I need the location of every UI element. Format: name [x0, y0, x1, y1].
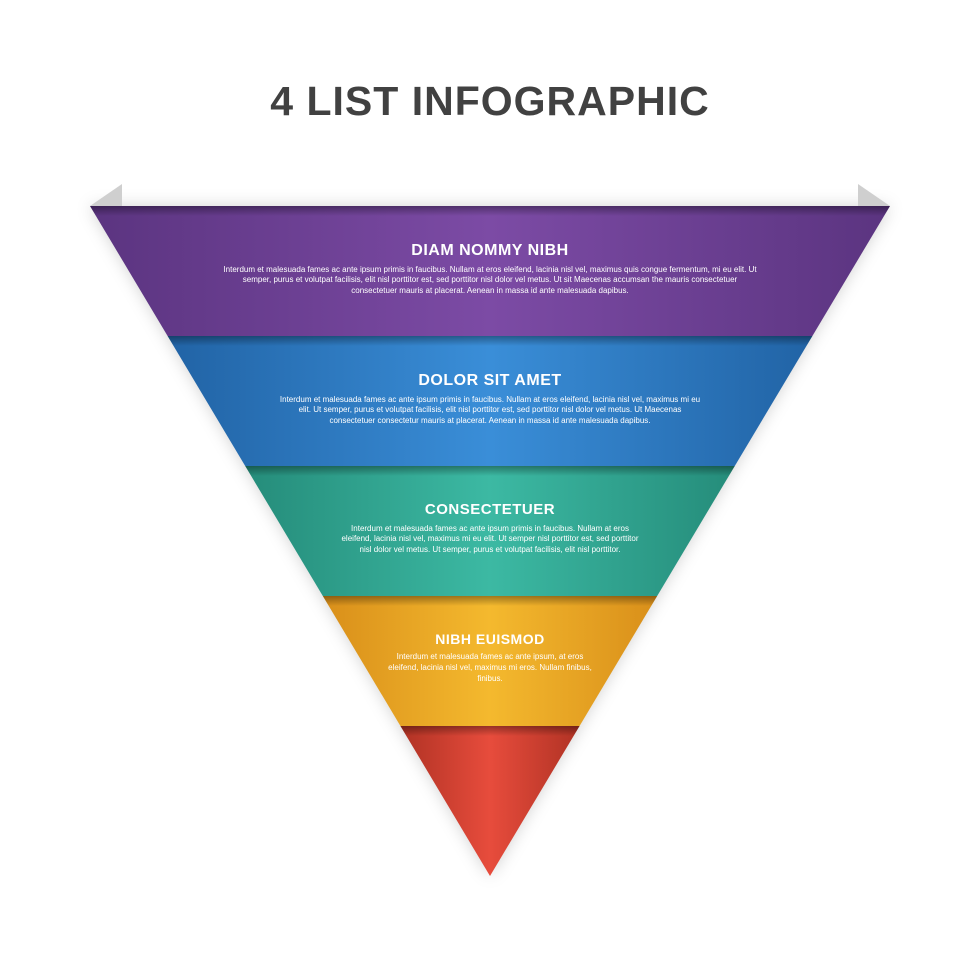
funnel-chart: DIAM NOMMY NIBHInterdum et malesuada fam…: [90, 186, 890, 886]
infographic-canvas: 4 LIST INFOGRAPHIC DIAM NOMMY NIBHInterd…: [0, 0, 980, 980]
page-title: 4 LIST INFOGRAPHIC: [0, 78, 980, 125]
funnel-segment-2: [245, 466, 735, 596]
funnel-segment-0: [90, 206, 890, 336]
funnel-tip: [400, 726, 579, 876]
funnel-segment-3: [323, 596, 657, 726]
funnel-segment-1: [168, 336, 813, 466]
funnel-svg: [90, 186, 890, 886]
